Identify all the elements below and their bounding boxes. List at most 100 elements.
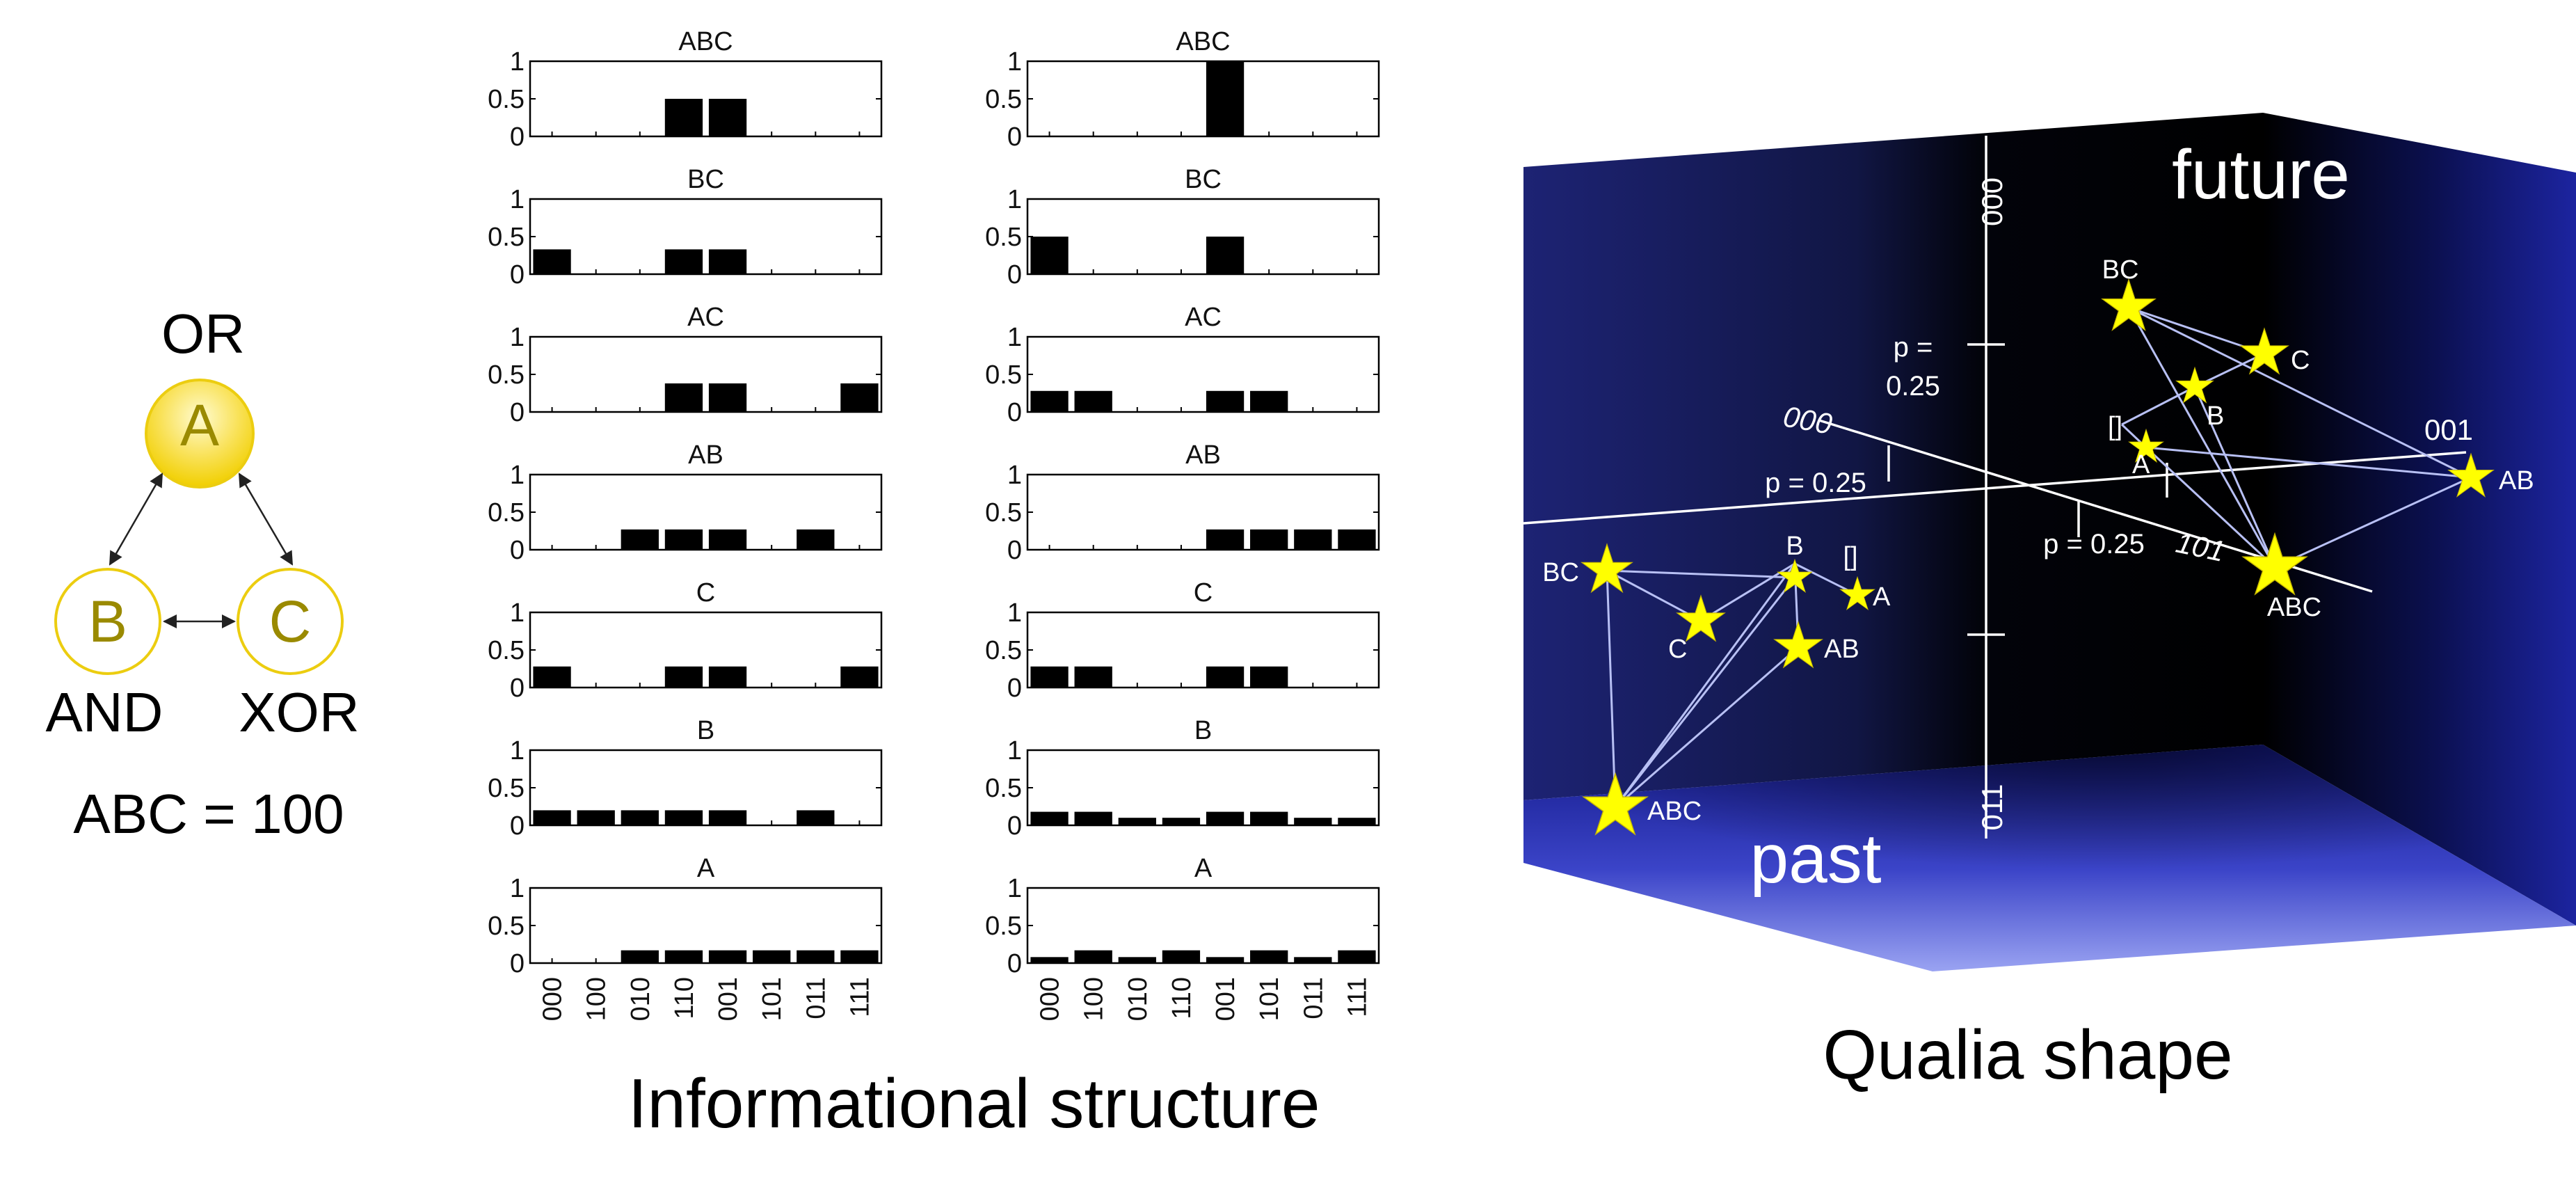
p-label-front: p = 0.25	[2043, 529, 2145, 559]
cube-side-wall	[2263, 113, 2576, 926]
past-edge-abc-ab	[1615, 646, 1799, 809]
histogram-bar	[1030, 237, 1069, 274]
axis-label-bottom: 011	[1976, 784, 2008, 831]
past-label-b: B	[1786, 532, 1803, 561]
x-tick-label: 100	[1080, 977, 1109, 1021]
future-label: future	[2172, 136, 2350, 214]
histogram-bar	[708, 950, 747, 963]
future-label-empty: []	[2108, 412, 2122, 441]
x-tick-label: 000	[1036, 977, 1065, 1021]
past-label-c: C	[1668, 635, 1687, 664]
histogram-title: AC	[687, 303, 724, 332]
past-label-empty: []	[1843, 542, 1857, 571]
past-edge-bc-c	[1606, 569, 1702, 622]
y-tick-label: 0	[1007, 398, 1022, 427]
x-tick-label: 101	[758, 977, 787, 1021]
y-tick-label: 0	[510, 811, 525, 841]
histogram-frame	[529, 611, 883, 689]
histogram-bar	[621, 810, 659, 825]
histogram-panel: C 0 0.5 1	[488, 578, 883, 703]
histogram-panel: B 0 0.5 1	[488, 716, 883, 841]
future-edge-abc-b	[2193, 386, 2276, 568]
y-tick-label: 1	[1007, 736, 1022, 765]
past-edge-bc-abc	[1606, 570, 1617, 808]
node-a-letter: A	[180, 392, 219, 458]
future-edge-ab-abc	[2274, 476, 2472, 569]
informational-structure-chart: ABC00.51ABC00.51BC00.51BC00.51AC00.51AC0…	[488, 27, 1380, 1143]
y-tick-label: 1	[1007, 47, 1022, 77]
histogram-bar	[1162, 950, 1201, 963]
gate-label-or: OR	[161, 303, 245, 365]
axis-horizontal	[1523, 451, 2467, 525]
histogram-bar	[664, 810, 703, 825]
histogram-panel: BC 0 0.5 1	[985, 165, 1380, 289]
histogram-frame	[529, 335, 883, 413]
y-tick-label: 1	[1007, 598, 1022, 628]
histogram-bar	[797, 950, 835, 963]
histogram-title: ABC	[1176, 27, 1230, 56]
histogram-title: BC	[1185, 165, 1222, 194]
histogram-frame	[1026, 60, 1380, 138]
histogram-panel: C 0 0.5 1	[985, 578, 1380, 703]
past-edge-abc-bracket	[1614, 563, 1796, 808]
histogram-frame	[529, 198, 883, 276]
histogram-bar	[1206, 237, 1245, 274]
informational-structure-caption: Informational structure	[628, 1065, 1320, 1143]
y-tick-label: 0	[510, 536, 525, 565]
node-a: A	[145, 379, 255, 489]
y-tick-label: 0	[1007, 536, 1022, 565]
x-tick-label: 001	[1211, 977, 1240, 1021]
histogram-title: B	[697, 716, 714, 745]
y-tick-label: 0.5	[985, 498, 1022, 527]
node-b: B	[54, 568, 161, 675]
histogram-panel: AB 0 0.5 1	[488, 440, 883, 565]
histogram-title: C	[1194, 578, 1213, 608]
histogram-title: AB	[688, 440, 723, 470]
y-tick-label: 0	[510, 260, 525, 289]
histogram-bar	[1030, 811, 1069, 825]
histogram-bar	[621, 950, 659, 963]
future-edge-a-ab	[2145, 446, 2472, 479]
y-tick-label: 0	[1007, 949, 1022, 978]
y-tick-label: 0	[510, 674, 525, 703]
histogram-frame	[1026, 198, 1380, 276]
future-label-bc: BC	[2102, 255, 2139, 285]
x-tick-label: 011	[1299, 977, 1328, 1019]
x-tick-label: 110	[1167, 977, 1197, 1019]
future-concept-edges	[2120, 306, 2472, 569]
y-tick-label: 0	[1007, 260, 1022, 289]
histogram-panel: AB 0 0.5 1	[985, 440, 1380, 565]
histogram-panel: BC 0 0.5 1	[488, 165, 883, 289]
histogram-bar	[1206, 61, 1245, 136]
y-tick-label: 1	[510, 736, 525, 765]
histogram-bar	[664, 950, 703, 963]
y-tick-label: 0.5	[985, 636, 1022, 665]
y-tick-label: 0.5	[488, 360, 525, 390]
histogram-panel: ABC 0 0.5 1	[488, 27, 883, 152]
x-tick-label: 001	[714, 977, 743, 1021]
past-label-abc: ABC	[1647, 797, 1702, 826]
histogram-title: BC	[687, 165, 724, 194]
y-tick-label: 0	[1007, 811, 1022, 841]
x-tick-label: 000	[538, 977, 568, 1021]
y-tick-label: 0.5	[488, 774, 525, 803]
gate-label-xor: XOR	[239, 681, 359, 743]
histogram-bar	[840, 950, 879, 963]
network-state-label: ABC = 100	[73, 783, 344, 845]
y-tick-label: 0.5	[985, 774, 1022, 803]
qualia-shape-caption: Qualia shape	[1823, 1016, 2232, 1094]
y-tick-label: 0.5	[488, 85, 525, 114]
histogram-bar	[797, 810, 835, 825]
y-tick-label: 1	[510, 185, 525, 214]
histogram-title: C	[696, 578, 715, 608]
gate-label-and: AND	[46, 681, 163, 743]
node-b-letter: B	[88, 589, 127, 654]
network-diagram: OR A B C AND XOR ABC = 100	[46, 303, 360, 845]
histogram-bar	[664, 99, 703, 136]
x-tick-label: 010	[626, 977, 655, 1021]
x-tick-label: 110	[670, 977, 699, 1019]
y-tick-label: 1	[510, 461, 525, 490]
y-tick-label: 1	[510, 323, 525, 352]
